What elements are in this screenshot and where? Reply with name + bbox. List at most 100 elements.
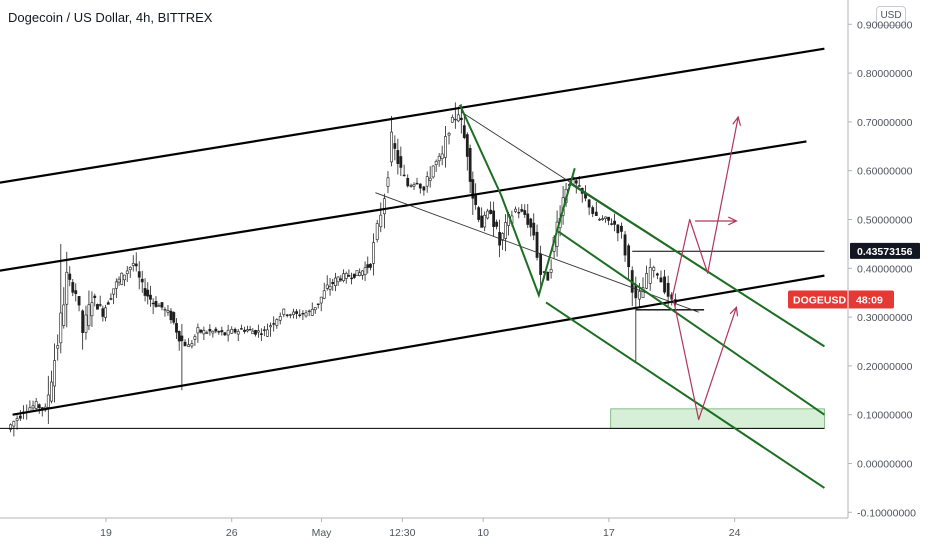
candle-body xyxy=(140,278,144,283)
candle-body xyxy=(53,360,56,387)
candle-body xyxy=(143,288,147,296)
candle-body xyxy=(546,271,550,281)
candle-body xyxy=(440,153,444,159)
thin-trend-line xyxy=(375,192,699,313)
y-tick-label: 0.50000000 xyxy=(857,215,913,227)
candle-body xyxy=(288,314,292,316)
candle-body xyxy=(501,233,505,241)
candle-body xyxy=(406,178,410,187)
candle-body xyxy=(456,114,460,122)
projection-up-arrowhead xyxy=(732,115,742,126)
candle-body xyxy=(226,329,230,336)
candle-body xyxy=(331,282,335,284)
candle-body xyxy=(166,310,170,313)
candle-body xyxy=(415,182,419,185)
candle-body xyxy=(358,272,362,276)
candle-body xyxy=(360,270,364,276)
candle-body xyxy=(275,319,279,326)
candle-body xyxy=(163,308,167,311)
candle-body xyxy=(659,277,663,283)
candle-body xyxy=(37,404,41,409)
candle-body xyxy=(117,278,121,283)
candle-body xyxy=(344,273,348,279)
candle-body xyxy=(390,131,393,163)
candle-body xyxy=(298,314,302,316)
candle-body xyxy=(459,117,463,121)
candle-body xyxy=(106,302,110,305)
candle-body xyxy=(248,329,252,331)
candle-body xyxy=(486,210,490,219)
candle-body xyxy=(663,276,666,293)
candle-body xyxy=(598,218,602,221)
candle-body xyxy=(307,310,311,313)
candle-body xyxy=(591,207,595,214)
candle-body xyxy=(604,216,607,219)
candle-body xyxy=(316,303,320,305)
candle-body xyxy=(652,267,656,271)
candle-body xyxy=(205,332,209,334)
candle-body xyxy=(379,214,383,228)
candle-body xyxy=(137,271,141,278)
x-tick-label: 19 xyxy=(100,527,112,539)
candle-body xyxy=(607,216,610,221)
candle-body xyxy=(623,234,627,256)
candle-body xyxy=(334,277,337,286)
candle-body xyxy=(328,286,332,290)
candle-body xyxy=(468,148,472,182)
candle-body xyxy=(666,282,670,297)
candle-body xyxy=(151,302,155,305)
candle-body xyxy=(399,156,403,168)
candle-body xyxy=(655,273,659,276)
candle-body xyxy=(269,325,272,328)
y-tick-label: 0.70000000 xyxy=(857,117,913,129)
candle-body xyxy=(638,291,641,300)
y-tick-label: 0.90000000 xyxy=(857,19,913,31)
candle-body xyxy=(437,155,441,162)
candle-body xyxy=(9,424,13,430)
candle-body xyxy=(594,211,598,216)
candle-body xyxy=(256,330,260,333)
candle-body xyxy=(74,290,78,295)
symbol-tag xyxy=(788,290,894,309)
candle-body xyxy=(532,222,536,236)
candle-body xyxy=(208,328,212,332)
candle-body xyxy=(535,231,539,258)
candle-body xyxy=(363,267,367,275)
candle-body xyxy=(450,116,454,123)
candle-body xyxy=(98,304,102,306)
y-tick-label: 0.00000000 xyxy=(857,459,913,471)
candle-body xyxy=(382,198,386,215)
candle-body xyxy=(50,381,53,402)
candle-body xyxy=(492,210,496,227)
candle-body xyxy=(529,218,533,228)
candle-body xyxy=(453,118,457,121)
candle-body xyxy=(125,270,129,274)
candle-body xyxy=(246,329,249,332)
candle-body xyxy=(199,329,203,333)
y-tick-label: 0.20000000 xyxy=(857,361,913,373)
candle-body xyxy=(46,394,50,408)
candle-body xyxy=(520,209,524,212)
candle-body xyxy=(620,225,623,232)
candle-body xyxy=(409,185,413,187)
candle-body xyxy=(418,183,422,189)
currency-badge[interactable]: USD xyxy=(876,6,906,26)
candle-body xyxy=(128,267,132,270)
candle-body xyxy=(15,418,19,421)
candle-body xyxy=(81,310,85,333)
x-tick-label: 24 xyxy=(729,527,741,539)
channel-line xyxy=(0,47,825,184)
candle-body xyxy=(87,304,91,327)
candle-body xyxy=(177,331,181,342)
candle-body xyxy=(489,209,493,215)
candle-body xyxy=(154,301,158,307)
candle-body xyxy=(149,294,152,300)
candle-body xyxy=(386,177,390,187)
candle-body xyxy=(634,285,638,299)
candle-body xyxy=(12,421,16,427)
candle-body xyxy=(233,328,237,333)
candle-body xyxy=(211,330,215,334)
candle-body xyxy=(34,401,38,409)
candle-body xyxy=(577,185,581,187)
